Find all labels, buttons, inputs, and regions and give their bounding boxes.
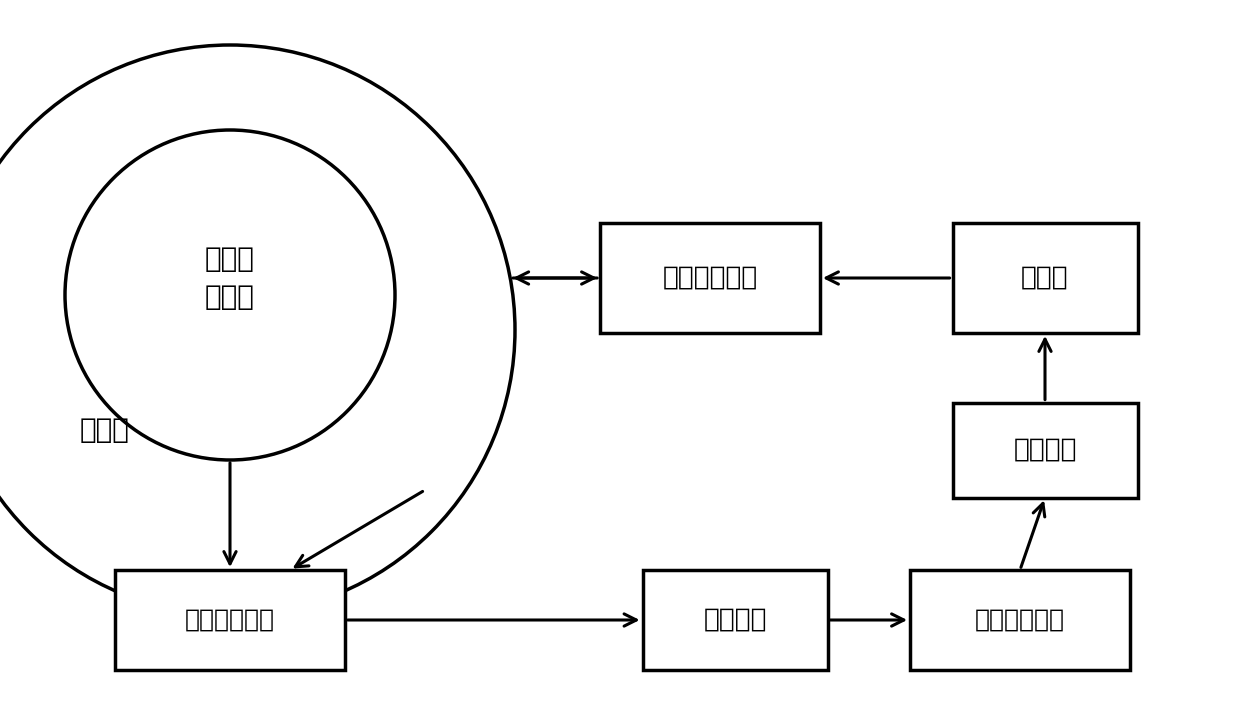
Text: 转接盘: 转接盘 <box>81 416 130 444</box>
Text: 数据处理模块: 数据处理模块 <box>975 608 1065 632</box>
Text: 采集模块单元: 采集模块单元 <box>185 608 275 632</box>
Text: 六分力
传感器: 六分力 传感器 <box>205 245 255 311</box>
Text: 存储模块: 存储模块 <box>703 607 766 633</box>
Bar <box>952 403 1137 497</box>
Text: 控制模块: 控制模块 <box>1013 437 1076 463</box>
Bar <box>115 570 345 670</box>
Text: 标准力传感器: 标准力传感器 <box>662 265 758 291</box>
Bar <box>952 223 1137 333</box>
Bar <box>600 223 820 333</box>
Text: 电动缸: 电动缸 <box>1022 265 1069 291</box>
Bar <box>910 570 1130 670</box>
Bar <box>642 570 827 670</box>
